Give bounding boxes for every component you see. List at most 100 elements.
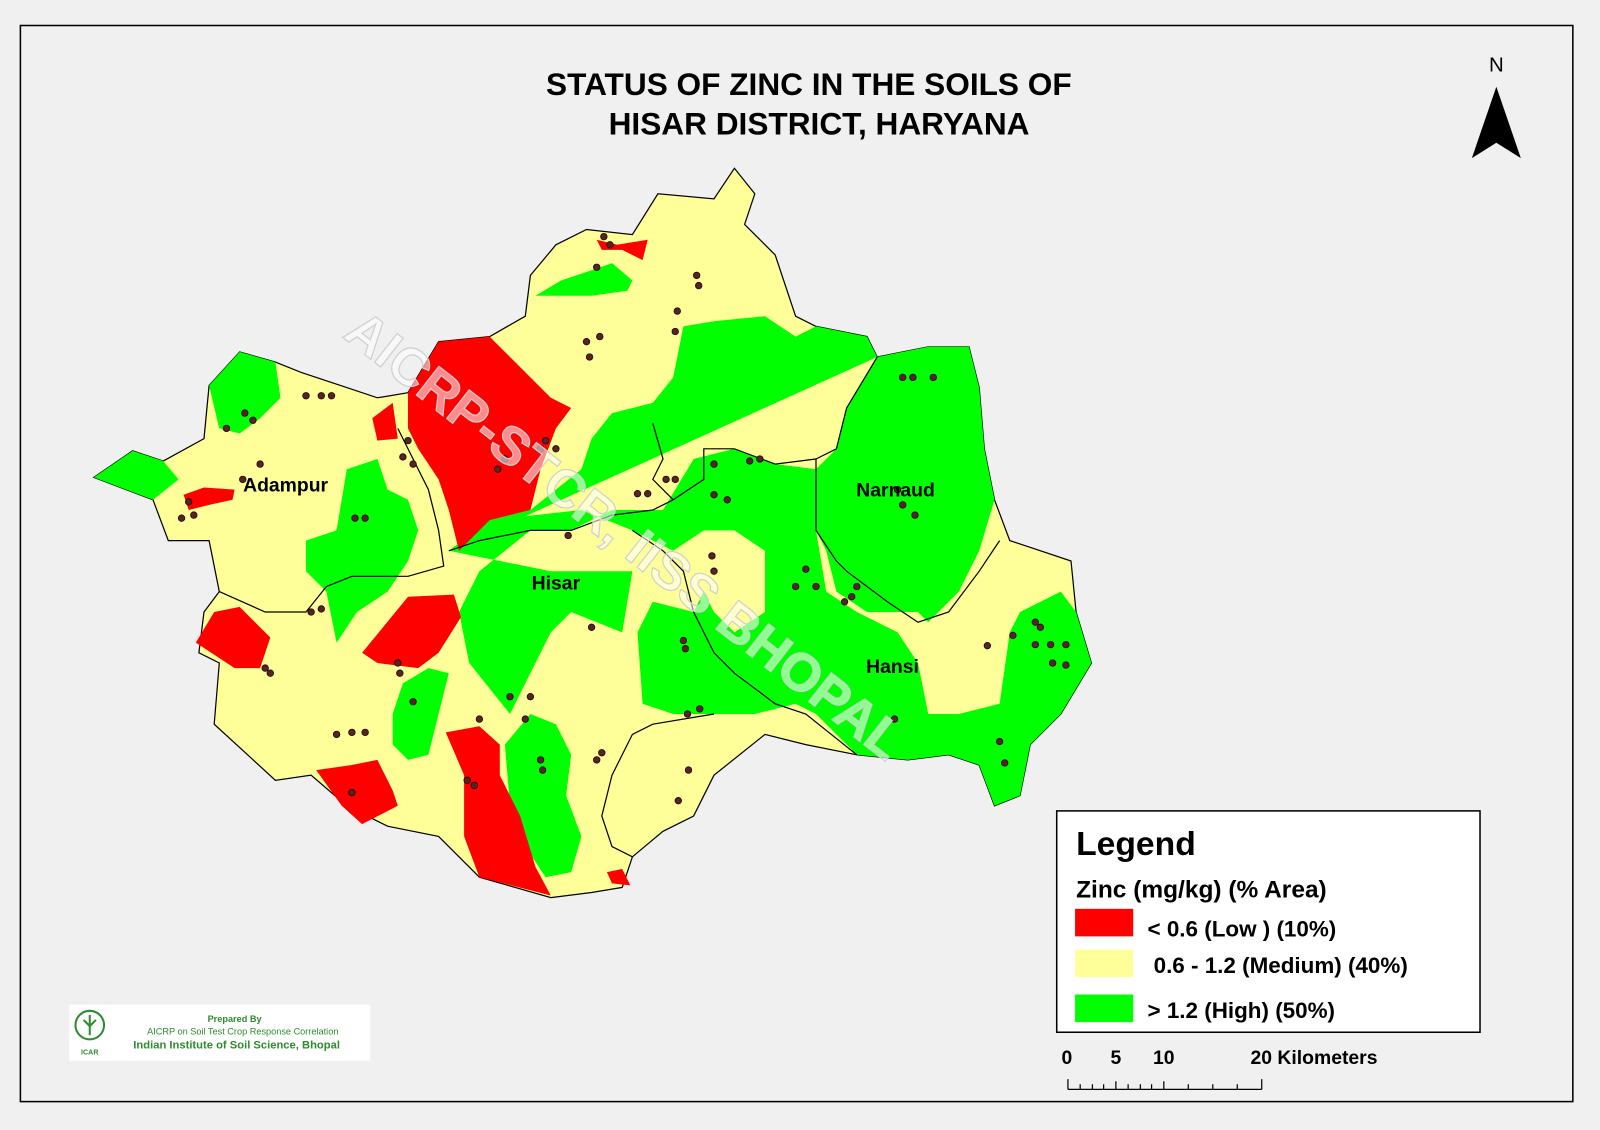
sample-point (351, 514, 359, 522)
sample-point (710, 567, 718, 575)
sample-point (802, 565, 810, 573)
sample-point (1046, 640, 1055, 649)
sample-point (673, 307, 681, 315)
sample-point (674, 797, 682, 805)
logo (82, 1014, 97, 1036)
sample-point (470, 781, 478, 790)
sample-point (249, 416, 257, 424)
sample-point (840, 598, 849, 606)
sample-point (348, 788, 356, 797)
sample-point (536, 756, 545, 764)
sample-point (361, 514, 369, 522)
zone-low (445, 726, 551, 896)
sample-point (409, 698, 417, 706)
zone-low (362, 594, 462, 669)
sample-point (332, 730, 341, 739)
sample-point (177, 514, 186, 522)
sample-point (671, 475, 679, 484)
north-label: N (1489, 54, 1504, 76)
sample-point (506, 692, 514, 701)
sample-point (681, 645, 690, 653)
place-label: Adampur (243, 475, 328, 497)
sample-point (644, 490, 652, 498)
sample-point (593, 756, 601, 764)
sample-point (695, 281, 703, 290)
credit-line: Indian Institute of Soil Science, Bhopal (133, 1040, 340, 1052)
sample-point (542, 436, 550, 445)
district-map (92, 167, 1093, 899)
zone-low (408, 336, 572, 551)
legend-label: < 0.6 (Low ) (10%) (1148, 916, 1337, 941)
sample-point (501, 455, 509, 463)
sample-point (475, 715, 484, 723)
sample-point (399, 453, 407, 461)
scale-ticks (1067, 1079, 1263, 1090)
sample-point (911, 511, 919, 519)
block-boundary (632, 529, 858, 756)
sample-point (494, 465, 502, 473)
sample-point (317, 392, 325, 400)
zone-low (183, 487, 235, 510)
scale-label: 5 (1110, 1047, 1121, 1069)
legend-heading: Legend (1076, 826, 1196, 863)
sample-point (662, 475, 670, 484)
zone-low (195, 606, 271, 669)
place-label: Hansi (866, 656, 919, 678)
sample-point (1009, 631, 1017, 640)
sample-point (1036, 623, 1045, 631)
sample-point (929, 373, 937, 382)
sample-point (890, 715, 899, 723)
sample-point (1031, 640, 1039, 649)
sample-point (409, 460, 417, 468)
zone-high (306, 459, 419, 643)
block-boundary (601, 713, 715, 858)
block-boundary (219, 428, 445, 613)
sample-point (1062, 640, 1070, 649)
legend-label: 0.6 - 1.2 (Medium) (40%) (1154, 953, 1408, 978)
block-boundary (652, 423, 674, 501)
sample-point (538, 766, 547, 774)
block-boundary (448, 448, 1001, 623)
zone-high (448, 316, 995, 623)
sample-point (791, 582, 800, 591)
zone-high (535, 263, 633, 296)
sample-point (899, 501, 907, 509)
sample-point (239, 475, 247, 484)
sample-point (256, 460, 264, 468)
block-boundary (815, 356, 878, 460)
sample-point (1001, 759, 1009, 767)
sample-point (708, 552, 716, 560)
credit-line: AICRP on Soil Test Crop Response Correla… (147, 1026, 338, 1036)
map-title: HISAR DISTRICT, HARYANA (609, 106, 1030, 142)
sample-point (606, 241, 614, 249)
sample-point (526, 692, 535, 701)
sample-point (710, 491, 718, 499)
scale-label: 10 (1153, 1047, 1175, 1069)
north-arrow (1471, 86, 1521, 159)
zone-low (316, 759, 398, 825)
sample-point (756, 455, 764, 463)
scale-label: 0 (1062, 1047, 1073, 1069)
sample-point (302, 392, 310, 400)
legend: Legend Zinc (mg/kg) (% Area) < 0.6 (Low … (1055, 810, 1481, 1034)
legend-label: > 1.2 (High) (50%) (1148, 998, 1336, 1023)
sample-point (848, 593, 856, 601)
sample-point (394, 659, 402, 667)
sample-point (696, 705, 704, 713)
sample-point (361, 728, 369, 737)
scale-bar: 0 5 10 20 Kilometers (1062, 1047, 1378, 1090)
legend-swatch (1075, 994, 1134, 1023)
place-label: Hisar (532, 573, 581, 595)
scale-label: 20 Kilometers (1251, 1047, 1378, 1069)
zone-high (209, 351, 281, 434)
sample-point (463, 776, 471, 784)
sample-point (521, 715, 529, 723)
sample-point (1031, 618, 1039, 626)
sample-point (692, 271, 701, 280)
sample-point (582, 338, 591, 346)
sample-point (261, 664, 269, 672)
sample-point (585, 353, 594, 361)
zone-high (448, 448, 1092, 806)
sample-point (746, 457, 754, 465)
